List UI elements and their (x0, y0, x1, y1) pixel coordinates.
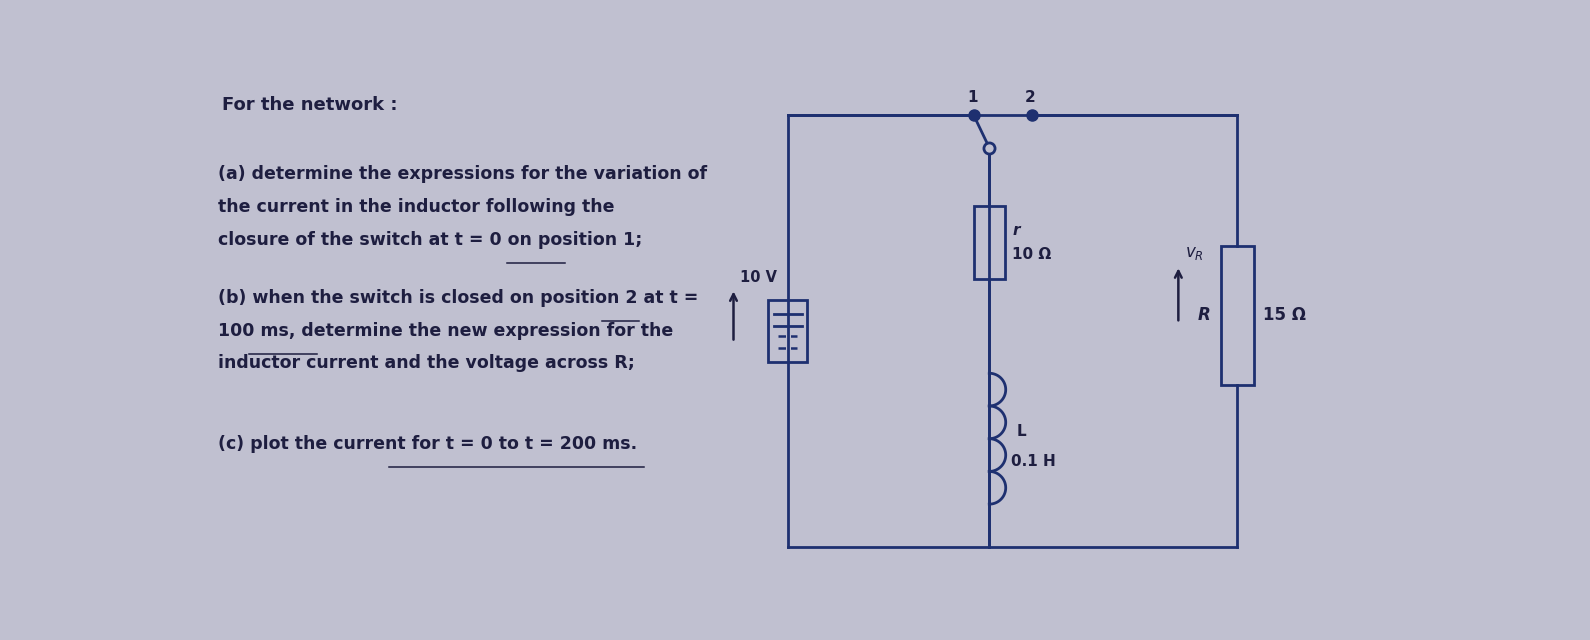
FancyBboxPatch shape (973, 206, 1005, 279)
Text: 10 Ω: 10 Ω (1013, 247, 1051, 262)
Text: 1: 1 (967, 90, 978, 104)
Text: r: r (1013, 223, 1021, 237)
Text: the current in the inductor following the: the current in the inductor following th… (218, 198, 615, 216)
Text: L: L (1016, 424, 1026, 438)
FancyBboxPatch shape (768, 300, 808, 362)
Text: (a) determine the expressions for the variation of: (a) determine the expressions for the va… (218, 165, 708, 183)
Text: 0.1 H: 0.1 H (1011, 454, 1056, 469)
FancyBboxPatch shape (1221, 246, 1253, 385)
Text: For the network :: For the network : (223, 96, 398, 114)
Text: (b) when the switch is closed on position 2 at t =: (b) when the switch is closed on positio… (218, 289, 698, 307)
Text: 15 Ω: 15 Ω (1262, 307, 1305, 324)
Text: 2: 2 (1026, 90, 1035, 104)
Text: R: R (1197, 307, 1210, 324)
Text: closure of the switch at t = 0 on position 1;: closure of the switch at t = 0 on positi… (218, 231, 642, 249)
Text: (c) plot the current for t = 0 to t = 200 ms.: (c) plot the current for t = 0 to t = 20… (218, 435, 638, 453)
Text: 10 V: 10 V (739, 269, 776, 285)
Text: inductor current and the voltage across R;: inductor current and the voltage across … (218, 354, 634, 372)
Text: 100 ms, determine the new expression for the: 100 ms, determine the new expression for… (218, 322, 674, 340)
Text: $v_R$: $v_R$ (1185, 244, 1204, 262)
